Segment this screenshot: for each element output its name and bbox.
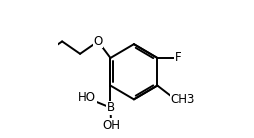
Text: CH3: CH3 — [171, 93, 195, 106]
Text: O: O — [93, 35, 103, 48]
Text: B: B — [106, 101, 115, 114]
Text: OH: OH — [102, 119, 120, 132]
Text: F: F — [175, 51, 181, 64]
Text: HO: HO — [78, 91, 96, 104]
